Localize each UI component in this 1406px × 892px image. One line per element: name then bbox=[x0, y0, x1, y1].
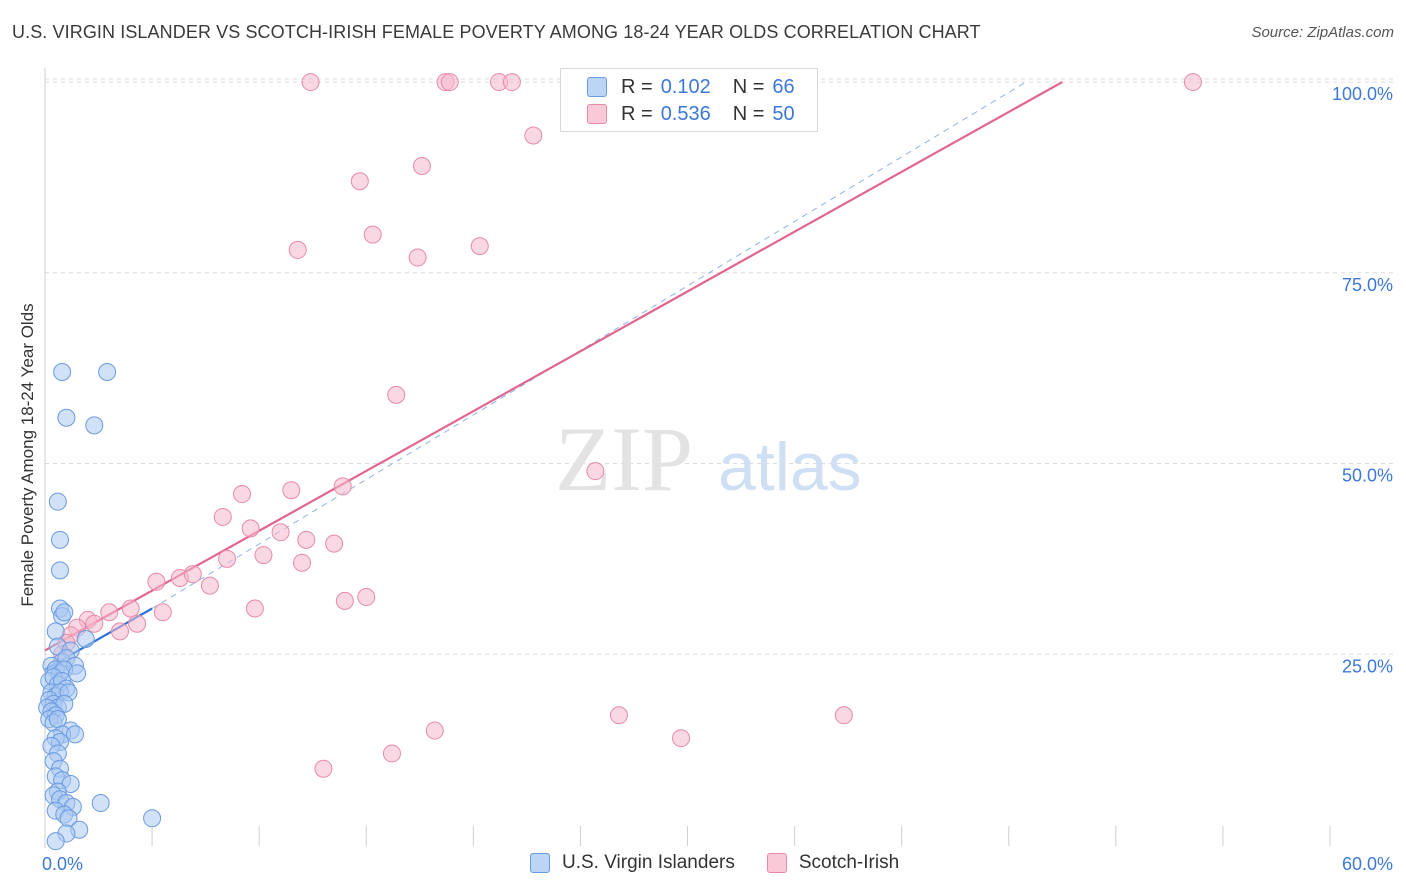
scotch-irish-point bbox=[412, 156, 431, 175]
x-tick-label: 0.0% bbox=[42, 854, 83, 874]
watermark-atlas: atlas bbox=[718, 429, 862, 505]
trend-line-scotch-irish-solid bbox=[44, 81, 1063, 652]
scotch-irish-point bbox=[288, 240, 307, 259]
scotch-irish-point bbox=[121, 599, 140, 618]
tick-labels: 25.0% 50.0% 75.0% 100.0% 0.0% 60.0% bbox=[42, 84, 1393, 874]
series-swatch-blue bbox=[530, 853, 550, 873]
series-legend-item-virgin-islanders[interactable]: U.S. Virgin Islanders bbox=[530, 852, 735, 874]
legend-r-label: R = bbox=[621, 102, 653, 125]
scotch-irish-point bbox=[325, 534, 344, 553]
scotch-irish-point bbox=[213, 507, 232, 526]
scotch-irish-point bbox=[293, 553, 311, 572]
legend-r-label: R = bbox=[621, 75, 653, 98]
correlation-legend: R = 0.102 N = 66 R = 0.536 N = 50 bbox=[560, 68, 818, 132]
scotch-irish-point bbox=[183, 565, 202, 584]
scotch-irish-point bbox=[357, 588, 376, 607]
scotch-irish-point bbox=[241, 519, 260, 538]
grid-layer bbox=[45, 78, 1395, 655]
legend-r-value-pink: 0.536 bbox=[660, 102, 711, 125]
scotch-irish-point bbox=[233, 485, 252, 504]
scotch-irish-point bbox=[672, 729, 691, 748]
y-axis-label: Female Poverty Among 18-24 Year Olds bbox=[18, 303, 37, 607]
series-legend: U.S. Virgin Islanders Scotch-Irish bbox=[530, 852, 931, 874]
virgin-islanders-point bbox=[53, 362, 72, 381]
scotch-irish-point bbox=[282, 481, 301, 500]
scotch-irish-point bbox=[425, 721, 444, 740]
scotch-irish-point bbox=[218, 549, 237, 568]
scotch-irish-point bbox=[440, 73, 459, 92]
scotch-irish-point bbox=[200, 576, 219, 595]
legend-swatch-pink bbox=[587, 104, 607, 124]
series-legend-item-scotch-irish[interactable]: Scotch-Irish bbox=[766, 852, 900, 874]
virgin-islanders-point bbox=[57, 408, 76, 427]
virgin-islanders-point bbox=[50, 561, 69, 580]
virgin-islanders-point bbox=[85, 416, 104, 435]
scotch-irish-point bbox=[609, 706, 628, 725]
virgin-islanders-point bbox=[98, 362, 117, 381]
virgin-islanders-point bbox=[46, 622, 65, 641]
scotch-irish-point bbox=[100, 603, 119, 622]
scotch-irish-point bbox=[335, 591, 354, 610]
legend-n-label: N = bbox=[732, 102, 765, 125]
legend-r-value-blue: 0.102 bbox=[660, 75, 711, 98]
scotch-irish-point bbox=[350, 172, 369, 191]
scotch-irish-point bbox=[586, 462, 605, 481]
scotch-irish-point bbox=[271, 523, 290, 542]
legend-n-value-pink: 50 bbox=[772, 102, 795, 125]
virgin-islanders-point bbox=[55, 603, 74, 622]
scotch-irish-point bbox=[387, 385, 406, 404]
series-legend-label: Scotch-Irish bbox=[798, 852, 900, 873]
scotch-irish-point bbox=[301, 73, 320, 92]
scotch-irish-point bbox=[153, 603, 172, 622]
scotch-irish-point bbox=[297, 530, 316, 549]
scotch-irish-point bbox=[470, 237, 489, 256]
virgin-islanders-point bbox=[65, 725, 84, 744]
series-legend-label: U.S. Virgin Islanders bbox=[562, 852, 735, 873]
virgin-islanders-point bbox=[91, 794, 110, 813]
virgin-islanders-point bbox=[68, 664, 87, 683]
legend-n-label: N = bbox=[732, 75, 765, 98]
scotch-irish-point bbox=[85, 614, 104, 633]
scotch-irish-point bbox=[363, 225, 382, 244]
scotch-irish-point bbox=[314, 759, 333, 778]
scotch-irish-point bbox=[110, 622, 129, 641]
scotch-irish-point bbox=[128, 614, 147, 633]
scotch-irish-point bbox=[502, 73, 521, 92]
legend-row-scotch-irish: R = 0.536 N = 50 bbox=[587, 101, 795, 127]
scotch-irish-point bbox=[333, 477, 352, 496]
scotch-irish-point bbox=[408, 248, 427, 267]
x-tick-label: 60.0% bbox=[1342, 854, 1393, 874]
scotch-irish-point bbox=[245, 599, 264, 618]
chart-title: U.S. VIRGIN ISLANDER VS SCOTCH-IRISH FEM… bbox=[12, 22, 981, 42]
virgin-islanders-points bbox=[38, 362, 162, 851]
virgin-islanders-point bbox=[48, 492, 67, 511]
virgin-islanders-point bbox=[46, 832, 65, 851]
y-tick-label: 75.0% bbox=[1342, 275, 1393, 295]
y-tick-label: 25.0% bbox=[1342, 656, 1393, 676]
legend-row-virgin-islanders: R = 0.102 N = 66 bbox=[587, 74, 795, 100]
legend-n-value-blue: 66 bbox=[772, 75, 795, 98]
scotch-irish-point bbox=[147, 572, 166, 591]
legend-swatch-blue bbox=[587, 77, 607, 97]
scotch-irish-point bbox=[254, 546, 273, 565]
scotch-irish-point bbox=[1183, 73, 1202, 92]
y-tick-label: 50.0% bbox=[1342, 466, 1393, 486]
scotch-irish-point bbox=[834, 706, 853, 725]
source-label: Source: ZipAtlas.com bbox=[1251, 24, 1394, 41]
y-tick-label: 100.0% bbox=[1332, 84, 1393, 104]
scotch-irish-point bbox=[382, 744, 401, 763]
watermark-zip: ZIP bbox=[555, 408, 693, 510]
scotch-irish-point bbox=[524, 126, 543, 145]
virgin-islanders-point bbox=[143, 809, 162, 828]
watermark: ZIP atlas bbox=[555, 408, 862, 510]
virgin-islanders-point bbox=[50, 530, 69, 549]
virgin-islanders-point bbox=[76, 630, 95, 649]
series-swatch-pink bbox=[766, 853, 787, 873]
